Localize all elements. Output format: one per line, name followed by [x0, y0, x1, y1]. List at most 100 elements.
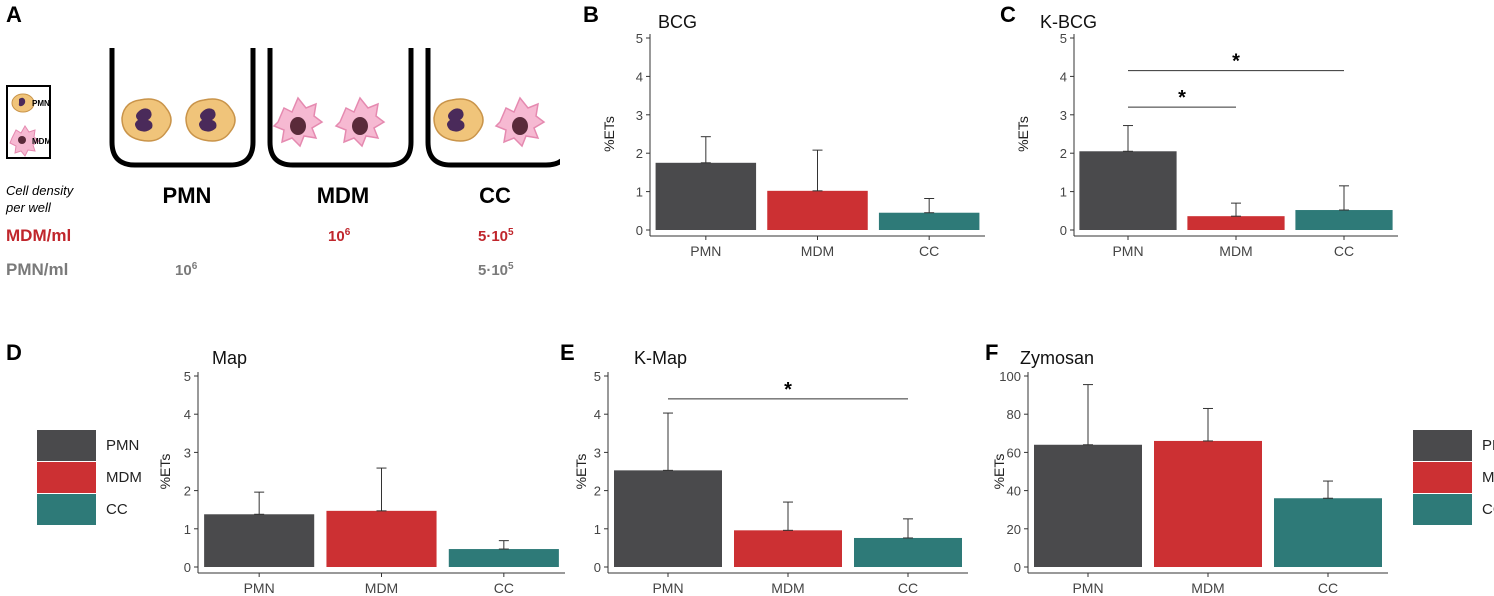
chart-title: Zymosan: [1020, 348, 1094, 368]
y-tick-label: 0: [1060, 223, 1067, 238]
y-tick-label: 4: [1060, 69, 1067, 84]
x-tick-label: CC: [919, 243, 939, 259]
y-tick-label: 0: [594, 560, 601, 575]
well-label-mdm: MDM: [316, 183, 370, 208]
chart-zymosan: Zymosan %ETs 0 20 40 60 80 100 PMN MDM CC: [991, 348, 1388, 596]
y-tick-label: 0: [1014, 560, 1021, 575]
panel-letter-b: B: [583, 2, 599, 27]
pmn-legend-icon: [11, 93, 35, 113]
chart-title: K-BCG: [1040, 12, 1097, 32]
y-tick-label: 4: [184, 407, 191, 422]
y-tick-label: 3: [1060, 108, 1067, 123]
legend-right: PMN MDM CC: [1413, 430, 1494, 526]
x-tick-label: CC: [1334, 243, 1354, 259]
x-tick-label: CC: [898, 580, 918, 596]
legend-swatch-pmn: [37, 430, 96, 461]
legend-left: PMN MDM CC: [37, 430, 142, 526]
well-label-pmn: PMN: [162, 183, 212, 208]
x-tick-label: PMN: [244, 580, 275, 596]
bar-mdm: [1154, 440, 1262, 567]
legend-item-cc: CC: [37, 494, 142, 525]
chart-k-map: K-Map %ETs 0 1 2 3 4 5 PMN MDM CC *: [573, 348, 968, 596]
bar-pmn: [1034, 444, 1142, 567]
panel-letter-f: F: [985, 340, 999, 365]
legend-label-mdm: MDM: [106, 469, 142, 486]
legend-item-mdm: MDM: [37, 462, 142, 493]
legend-label-mdm: MDM: [1482, 469, 1494, 486]
legend-item-mdm: MDM: [1413, 462, 1494, 493]
legend-label-cc: CC: [106, 501, 128, 518]
bar-cc: [878, 212, 980, 230]
y-tick-label: 2: [184, 484, 191, 499]
legend-swatch-mdm: [37, 462, 96, 493]
panel-letter-d: D: [6, 340, 22, 365]
y-tick-label: 5: [636, 31, 643, 46]
panel-letter-c: C: [1000, 2, 1016, 27]
legend-swatch-mdm: [1413, 462, 1472, 493]
mdm-cell: [494, 96, 546, 148]
bar-mdm: [734, 530, 842, 567]
y-tick-label: 1: [184, 522, 191, 537]
significance-star: *: [784, 379, 792, 401]
pmn-cell: [185, 98, 236, 142]
y-tick-label: 40: [1007, 484, 1021, 499]
legend-label-pmn: PMN: [1482, 437, 1494, 454]
significance-star: *: [1232, 51, 1240, 73]
bar-mdm: [326, 510, 437, 567]
mdm-row-label: MDM/ml: [6, 226, 72, 245]
legend-label-pmn: PMN: [106, 437, 140, 454]
bar-cc: [854, 537, 962, 567]
y-tick-label: 5: [594, 369, 601, 384]
y-tick-label: 1: [636, 185, 643, 200]
panel-a-illustration: PMN MDM: [6, 48, 560, 168]
bar-pmn: [614, 470, 722, 567]
y-tick-label: 5: [1060, 31, 1067, 46]
bar-pmn: [204, 514, 315, 567]
y-axis-label: %ETs: [601, 116, 617, 152]
y-tick-label: 4: [594, 407, 601, 422]
y-tick-label: 100: [999, 369, 1021, 384]
chart-map: Map %ETs 0 1 2 3 4 5 PMN MDM CC: [157, 348, 565, 596]
y-axis-label: %ETs: [573, 454, 589, 490]
y-tick-label: 80: [1007, 407, 1021, 422]
y-tick-label: 0: [636, 223, 643, 238]
x-tick-label: PMN: [1072, 580, 1103, 596]
mdm-legend-label: MDM: [32, 137, 51, 146]
y-axis-label: %ETs: [991, 454, 1007, 490]
y-tick-label: 1: [594, 522, 601, 537]
bar-mdm: [767, 190, 868, 230]
legend-label-cc: CC: [1482, 501, 1494, 518]
y-tick-label: 2: [594, 484, 601, 499]
legend-swatch-cc: [37, 494, 96, 525]
bar-cc: [448, 549, 559, 567]
bar-cc: [1274, 498, 1382, 567]
y-tick-label: 1: [1060, 185, 1067, 200]
chart-title: Map: [212, 348, 247, 368]
pmn-row-label: PMN/ml: [6, 260, 69, 279]
chart-bcg: BCG %ETs 0 1 2 3 4 5 PMN MDM CC: [601, 12, 985, 259]
well-pmn: [109, 48, 256, 168]
bar-pmn: [655, 162, 757, 230]
x-tick-label: PMN: [690, 243, 721, 259]
y-tick-label: 0: [184, 560, 191, 575]
panel-letter-e: E: [560, 340, 575, 365]
y-tick-label: 3: [184, 445, 191, 460]
well-mdm: [267, 48, 414, 168]
pmn-legend-label: PMN: [32, 99, 50, 108]
x-tick-label: MDM: [801, 243, 834, 259]
y-tick-label: 3: [594, 445, 601, 460]
legend-item-pmn: PMN: [37, 430, 142, 461]
pmn-density-pmn-well: 106: [175, 261, 198, 279]
y-axis-label: %ETs: [1015, 116, 1031, 152]
pmn-density-cc-well: 5·105: [478, 261, 514, 279]
legend-item-cc: CC: [1413, 494, 1494, 525]
x-tick-label: CC: [494, 580, 514, 596]
well-label-cc: CC: [479, 183, 511, 208]
bar-cc: [1295, 210, 1393, 230]
y-tick-label: 5: [184, 369, 191, 384]
legend-item-pmn: PMN: [1413, 430, 1494, 461]
x-tick-label: MDM: [1191, 580, 1224, 596]
bar-mdm: [1187, 216, 1285, 230]
x-tick-label: MDM: [771, 580, 804, 596]
well-cc: [425, 48, 560, 168]
